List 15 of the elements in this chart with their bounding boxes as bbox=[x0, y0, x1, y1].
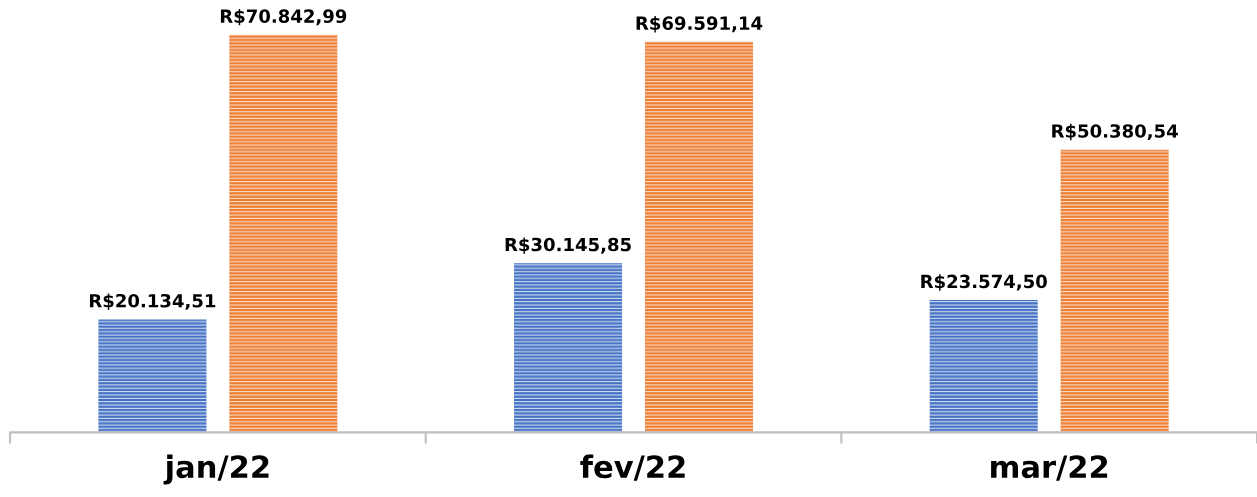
data-label: R$30.145,85 bbox=[505, 237, 631, 254]
x-tick-label: jan/22 bbox=[163, 454, 269, 485]
x-tick-label: mar/22 bbox=[991, 455, 1108, 481]
data-label: R$69.591,14 bbox=[636, 16, 763, 33]
data-label: R$23.574,50 bbox=[921, 274, 1047, 291]
bar bbox=[514, 263, 623, 433]
bar bbox=[98, 319, 207, 433]
data-label: R$70.842,99 bbox=[220, 8, 347, 26]
data-label: R$50.380,54 bbox=[1052, 123, 1178, 141]
bar bbox=[1060, 149, 1169, 433]
bar bbox=[229, 34, 338, 433]
data-label: R$20.134,51 bbox=[90, 293, 216, 310]
bar bbox=[644, 41, 754, 433]
x-tick-label: fev/22 bbox=[580, 454, 685, 481]
bar bbox=[929, 300, 1038, 433]
